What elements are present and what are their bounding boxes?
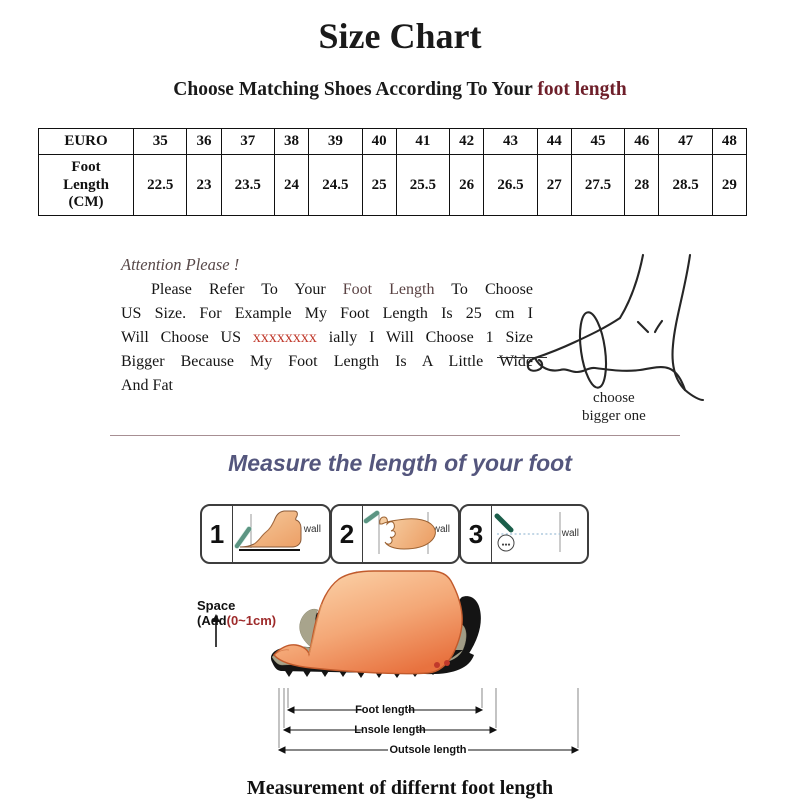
svg-text:Lnsole length: Lnsole length	[354, 724, 426, 736]
svg-text:Foot length: Foot length	[355, 704, 415, 716]
svg-text:Outsole length: Outsole length	[390, 744, 467, 756]
